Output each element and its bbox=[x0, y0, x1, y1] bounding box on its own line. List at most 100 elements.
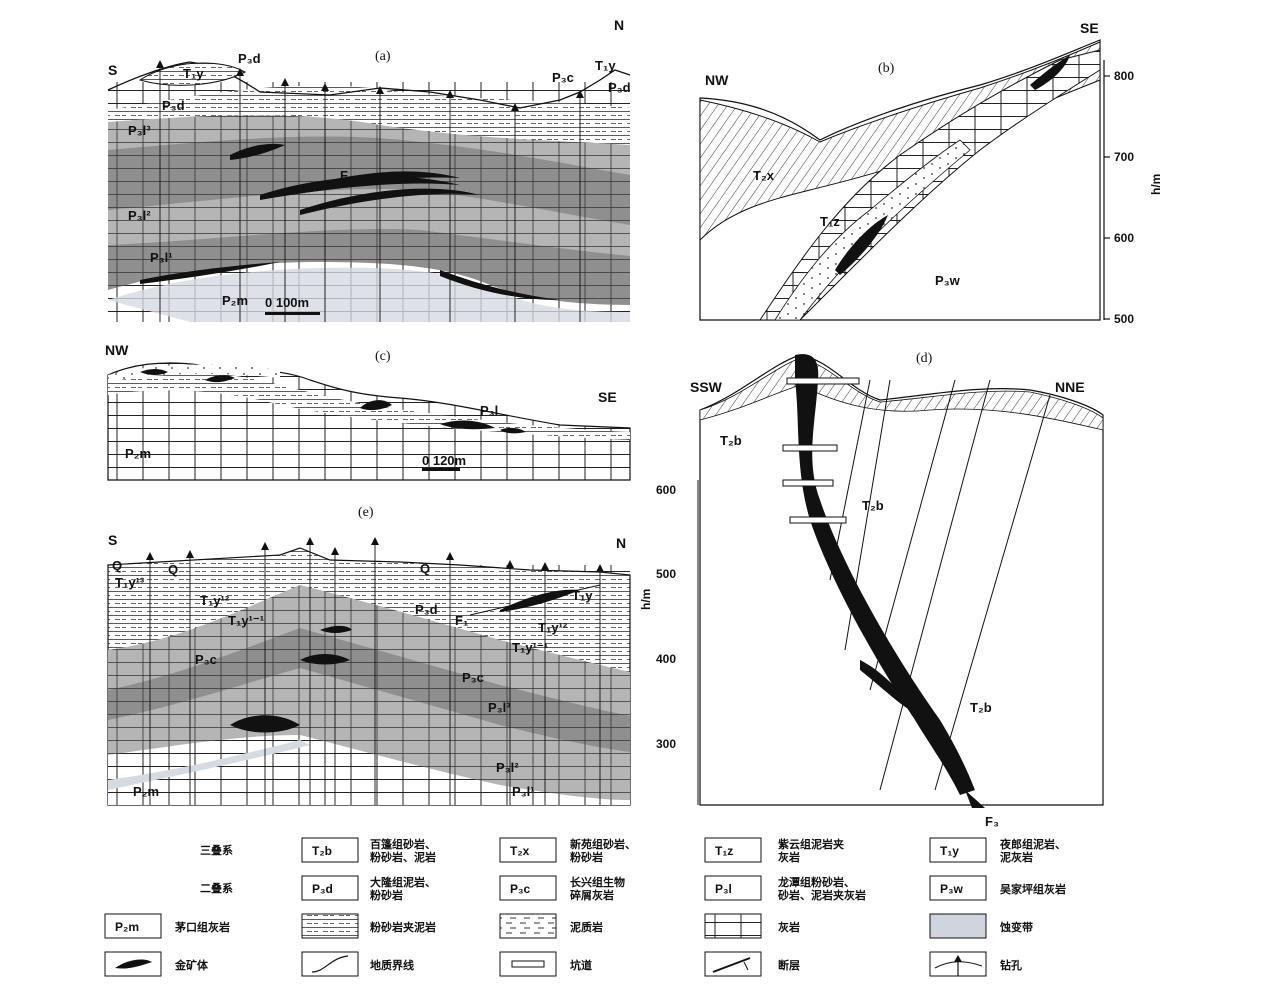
panel-a-orient-left: S bbox=[108, 62, 117, 78]
fault-icon bbox=[712, 957, 751, 973]
legend-text: 灰岩 bbox=[778, 920, 800, 934]
ore-body-icon bbox=[115, 959, 152, 969]
panel-b-label: T₂x bbox=[753, 168, 775, 183]
panel-a-label: F bbox=[340, 168, 348, 183]
panel-a-orient-right: N bbox=[614, 17, 624, 33]
panel-e-title: (e) bbox=[358, 505, 374, 520]
panel-d-cross-section: (d) SSW NNE T₂b T₂b T₂b F₃ 600 500 400 3… bbox=[639, 351, 1104, 829]
legend-text: 龙潭组粉砂岩、砂岩、泥岩夹灰岩 bbox=[777, 875, 866, 902]
legend-text: 长兴组生物碎屑灰岩 bbox=[570, 875, 625, 902]
panel-b-tick: 600 bbox=[1114, 231, 1134, 245]
panel-e-label: P₃l¹ bbox=[512, 784, 535, 799]
legend-text: 吴家坪组灰岩 bbox=[1000, 882, 1066, 896]
panel-d-orient-left: SSW bbox=[690, 379, 723, 395]
panel-d-tick: 500 bbox=[656, 567, 676, 581]
legend-code: P₃d bbox=[312, 882, 333, 896]
legend-text: 坑道 bbox=[570, 958, 592, 972]
panel-d-title: (d) bbox=[916, 351, 933, 366]
panel-d-label: T₂b bbox=[970, 700, 992, 715]
legend-code: P₃l bbox=[715, 882, 732, 896]
panel-b-tick: 500 bbox=[1114, 312, 1134, 326]
legend-code: T₁z bbox=[715, 844, 733, 858]
legend-text: 茅口组灰岩 bbox=[175, 920, 230, 934]
panel-e-orient-right: N bbox=[616, 535, 626, 551]
panel-e-label: T₁y¹³ bbox=[115, 575, 145, 590]
legend-text: 百篷组砂岩、粉砂岩、泥岩 bbox=[370, 837, 436, 864]
panel-d-tick: 400 bbox=[656, 652, 676, 666]
panel-e-label: T₁y¹² bbox=[200, 593, 230, 608]
panel-c-label: P₂m bbox=[125, 446, 151, 461]
panel-e-label: P₃l² bbox=[496, 760, 519, 775]
panel-d-tick: 600 bbox=[656, 483, 676, 497]
legend-text: 断层 bbox=[778, 958, 800, 972]
panel-e-label: Q bbox=[112, 558, 122, 573]
panel-a-label: P₃l² bbox=[128, 208, 151, 223]
panel-a-label: P₂m bbox=[222, 293, 248, 308]
legend-text: 夜郎组泥岩、泥灰岩 bbox=[999, 837, 1066, 864]
panel-a-label: P₃d bbox=[608, 80, 631, 95]
panel-b-orient-left: NW bbox=[705, 72, 729, 88]
legend-text: 泥质岩 bbox=[570, 920, 603, 934]
legend-code: T₁y bbox=[940, 844, 959, 858]
panel-b-cross-section: (b) NW SE T₂x T₁z P₃w 800 700 600 500 h/… bbox=[699, 20, 1163, 326]
panel-c-orient-right: SE bbox=[598, 389, 617, 405]
panel-c-scale: 0 120m bbox=[422, 453, 466, 468]
panel-a-label: P₃l³ bbox=[128, 123, 151, 138]
legend-text: 钻孔 bbox=[1000, 958, 1022, 972]
panel-b-tick: 800 bbox=[1114, 69, 1134, 83]
panel-b-axis-label: h/m bbox=[1149, 174, 1163, 195]
panel-b-orient-right: SE bbox=[1080, 20, 1099, 36]
panel-a-title: (a) bbox=[375, 49, 391, 64]
panel-a-label: T₁y bbox=[183, 66, 204, 81]
panel-e-label: T₁y¹⁻¹ bbox=[512, 640, 548, 655]
panel-d-orient-right: NNE bbox=[1055, 379, 1085, 395]
panel-e-label: P₃c bbox=[462, 670, 484, 685]
legend-group-triassic: 三叠系 bbox=[200, 843, 233, 857]
panel-a-cross-section: (a) S N T₁y P₃d P₃d P₃c T₁y P₃d P₃l³ P₃l… bbox=[107, 17, 631, 323]
panel-d-tick: 300 bbox=[656, 737, 676, 751]
legend-group-permian: 二叠系 bbox=[200, 881, 233, 895]
panel-a-label: P₃c bbox=[552, 70, 574, 85]
legend-text: 地质界线 bbox=[370, 958, 414, 972]
geologic-boundary-icon bbox=[311, 955, 349, 973]
panel-e-label: P₃d bbox=[415, 602, 438, 617]
panel-d-label: T₂b bbox=[862, 498, 884, 513]
panel-d-label: F₃ bbox=[985, 814, 999, 829]
legend-text: 粉砂岩夹泥岩 bbox=[370, 920, 436, 934]
adit-icon bbox=[511, 960, 545, 968]
panel-d-label: T₂b bbox=[720, 433, 742, 448]
legend-code: T₂x bbox=[510, 844, 530, 858]
drill-hole-icon bbox=[934, 955, 983, 976]
panel-b-label: T₁z bbox=[820, 214, 840, 229]
panel-e-cross-section: (e) S N Q Q Q T₁y¹³ T₁y¹² T₁y¹⁻¹ P₃d F₁ … bbox=[107, 505, 631, 806]
legend-code: P₃w bbox=[940, 882, 964, 896]
legend-text: 蚀变带 bbox=[999, 920, 1033, 934]
panel-c-title: (c) bbox=[375, 349, 391, 364]
panel-e-label: Q bbox=[168, 562, 178, 577]
panel-a-label: P₃l¹ bbox=[150, 250, 173, 265]
panel-b-title: (b) bbox=[878, 61, 895, 76]
panel-e-label: T₁y bbox=[572, 588, 593, 603]
legend-text: 大隆组泥岩、粉砂岩 bbox=[370, 875, 436, 902]
panel-a-label: T₁y bbox=[595, 58, 616, 73]
legend-text: 紫云组泥岩夹灰岩 bbox=[778, 837, 844, 864]
legend-code: P₂m bbox=[115, 920, 139, 934]
panel-e-label: P₂m bbox=[133, 784, 159, 799]
panel-a-label: P₃d bbox=[162, 98, 185, 113]
panel-e-orient-left: S bbox=[108, 532, 117, 548]
panel-c-orient-left: NW bbox=[105, 342, 129, 358]
panel-b-label: P₃w bbox=[935, 273, 961, 288]
panel-a-scale: 0 100m bbox=[265, 295, 309, 310]
panel-e-label: T₁y¹⁻¹ bbox=[228, 613, 264, 628]
panel-e-label: F₁ bbox=[455, 613, 468, 628]
legend-text: 新苑组砂岩、粉砂岩 bbox=[570, 837, 636, 864]
legend-text: 金矿体 bbox=[174, 958, 209, 972]
panel-e-label: P₃l³ bbox=[488, 700, 511, 715]
panel-a-label: P₃d bbox=[238, 51, 261, 66]
legend-code: P₃c bbox=[510, 882, 531, 896]
legend-code: T₂b bbox=[312, 844, 332, 858]
panel-c-label: P₃l bbox=[480, 403, 498, 418]
panel-e-label: Q bbox=[420, 561, 430, 576]
panel-d-axis-label: h/m bbox=[639, 589, 653, 610]
